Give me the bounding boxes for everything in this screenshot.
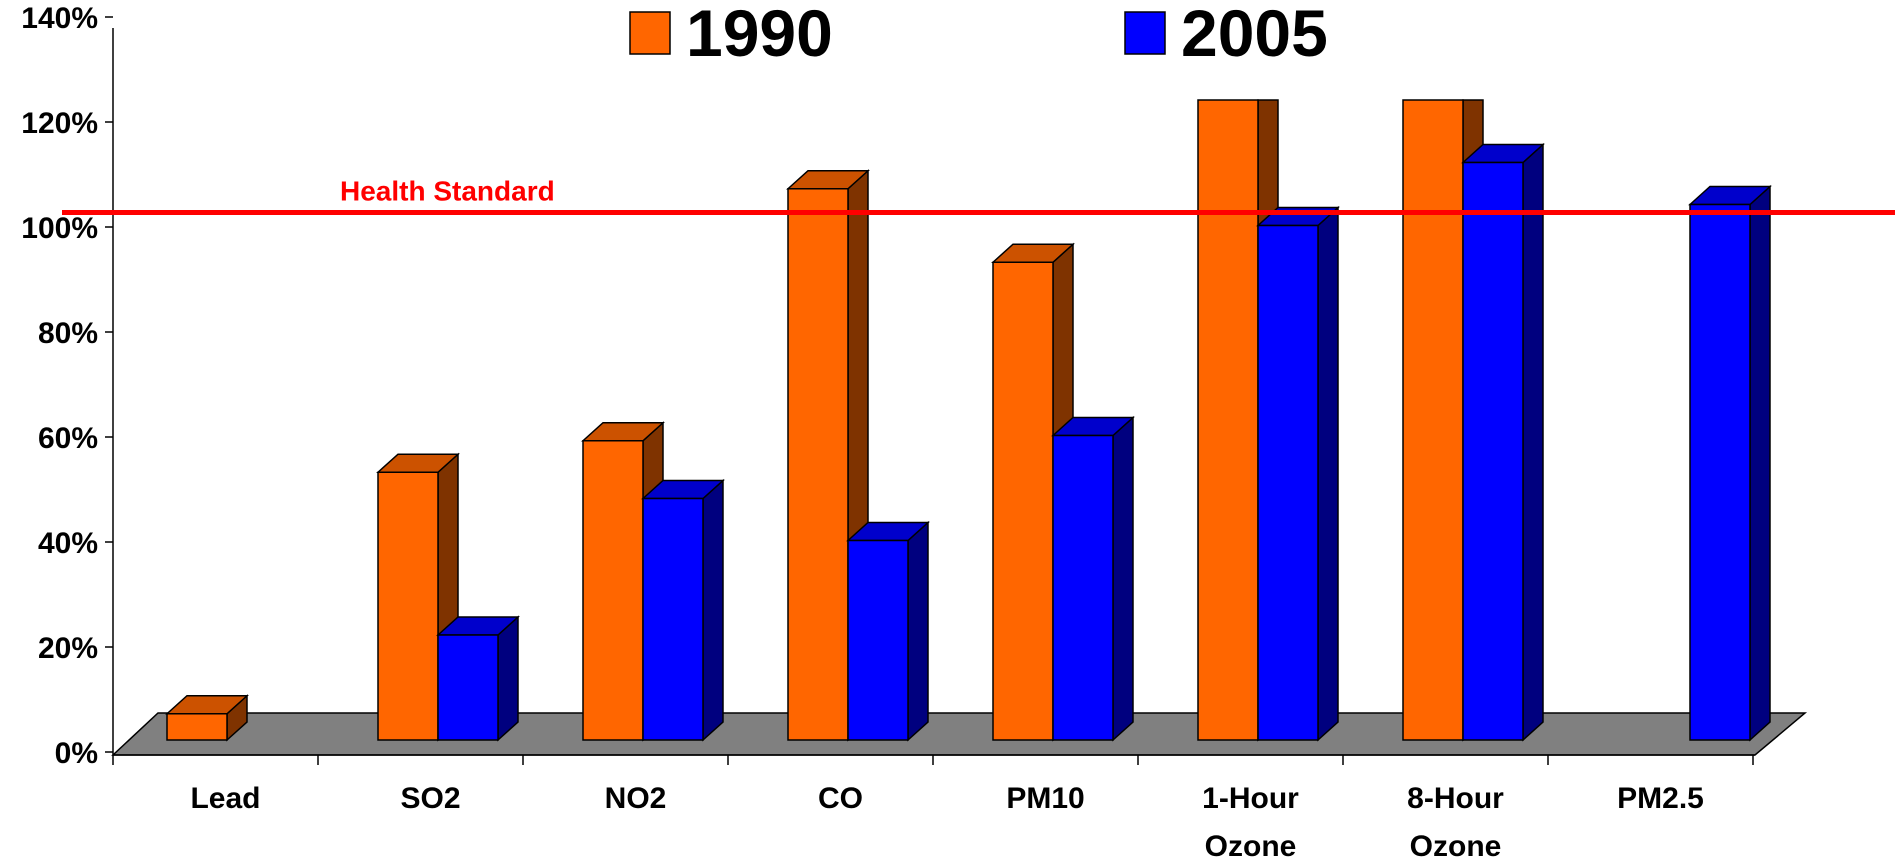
- bar-2005: [1461, 142, 1545, 742]
- bar-side: [1522, 142, 1544, 742]
- bar-front: [642, 497, 704, 741]
- x-tick-label: PM2.5: [1617, 782, 1704, 815]
- legend-swatch: [1124, 11, 1166, 55]
- y-tick-label: 0%: [55, 737, 98, 770]
- bar-2005: [1688, 184, 1772, 742]
- x-tick-label: Lead: [190, 782, 260, 815]
- x-tick-label: NO2: [605, 782, 667, 815]
- y-tick-label: 100%: [21, 212, 98, 245]
- bar-side: [1112, 415, 1134, 742]
- y-tick-label: 80%: [38, 317, 98, 350]
- x-tick-label: CO: [818, 782, 863, 815]
- x-tick-label: 8-Hour: [1407, 782, 1504, 815]
- y-tick-label: 140%: [21, 2, 98, 35]
- bar-front: [847, 539, 909, 741]
- chart-floor: [111, 712, 1808, 756]
- legend-item-2005: 2005: [1124, 0, 1328, 70]
- bar-side: [1317, 205, 1339, 742]
- bar-2005: [1051, 415, 1135, 742]
- bar-front: [1689, 203, 1751, 741]
- bar-2005: [1256, 205, 1340, 742]
- bar-side: [907, 520, 929, 742]
- bar-front: [787, 188, 849, 741]
- x-tick-label: PM10: [1006, 782, 1084, 815]
- health-standard-label: Health Standard: [340, 176, 555, 207]
- bar-side: [702, 478, 724, 742]
- bar-front: [1197, 99, 1259, 741]
- bar-side: [1749, 184, 1771, 742]
- x-tick-label: Ozone: [1410, 830, 1502, 862]
- bar-front: [437, 634, 499, 741]
- bar-front: [1402, 99, 1464, 741]
- x-tick-label: Ozone: [1205, 830, 1297, 862]
- legend-label: 2005: [1181, 0, 1328, 70]
- bar-front: [1052, 434, 1114, 741]
- y-tick-label: 40%: [38, 527, 98, 560]
- x-tick-label: SO2: [400, 782, 460, 815]
- bar-front: [377, 471, 439, 741]
- bar-2005: [436, 615, 520, 742]
- reference-line-group: Health Standard: [62, 176, 1895, 215]
- bar-2005: [641, 478, 725, 742]
- bar-front: [992, 261, 1054, 741]
- bar-front: [166, 713, 228, 741]
- bar-1990: [165, 694, 249, 742]
- bar-2005: [846, 520, 930, 742]
- bar-front: [1257, 224, 1319, 741]
- bar-front: [1462, 161, 1524, 741]
- floor-plane: [111, 712, 1808, 756]
- y-tick-label: 20%: [38, 632, 98, 665]
- x-axis: Lead SO2 NO2 CO PM10 1-Hour Ozone 8-Hour Ozone PM…: [112, 754, 1755, 862]
- legend-swatch: [629, 11, 671, 55]
- legend-item-1990: 1990: [629, 0, 833, 70]
- bar-side: [497, 615, 519, 742]
- legend: 1990 2005: [629, 0, 1328, 70]
- y-tick-label: 60%: [38, 422, 98, 455]
- bar-front: [582, 440, 644, 741]
- x-tick-label: 1-Hour: [1202, 782, 1299, 815]
- legend-label: 1990: [686, 0, 833, 70]
- y-tick-label: 120%: [21, 107, 98, 140]
- y-axis: 0% 20% 40% 60% 80% 100% 120% 140%: [21, 2, 114, 770]
- bars: [165, 99, 1772, 742]
